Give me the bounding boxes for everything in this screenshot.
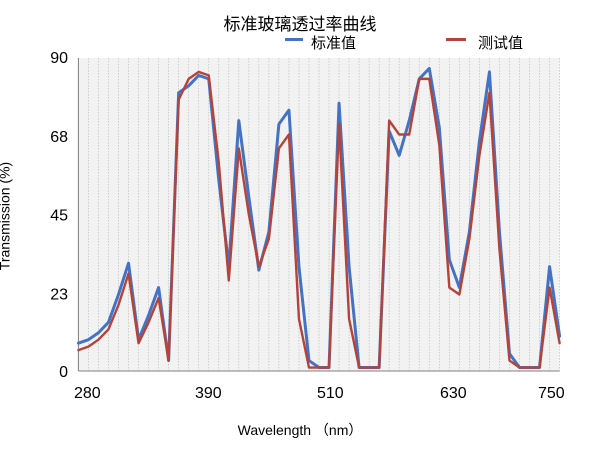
svg-text:750: 750 bbox=[538, 385, 565, 402]
svg-text:45: 45 bbox=[50, 208, 68, 225]
svg-text:280: 280 bbox=[74, 385, 101, 402]
svg-text:23: 23 bbox=[50, 286, 68, 303]
svg-text:630: 630 bbox=[440, 385, 467, 402]
svg-text:68: 68 bbox=[50, 129, 68, 146]
svg-text:0: 0 bbox=[59, 364, 68, 381]
svg-text:510: 510 bbox=[317, 385, 344, 402]
svg-text:90: 90 bbox=[50, 50, 68, 67]
svg-text:390: 390 bbox=[195, 385, 222, 402]
